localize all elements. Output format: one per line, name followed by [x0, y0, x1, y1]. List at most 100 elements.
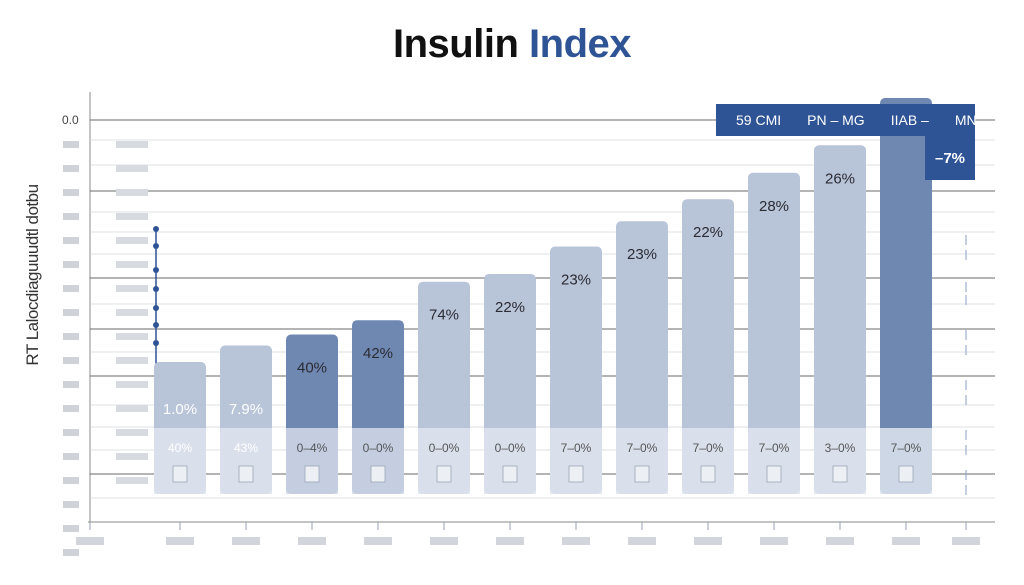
- bar-label: 1.0%: [163, 401, 197, 418]
- bar-secondary-label: 40%: [168, 441, 192, 455]
- bar-icon: [898, 465, 914, 483]
- x-tick-label: [430, 537, 458, 545]
- bar-secondary-label: 7–0%: [891, 441, 922, 455]
- bar-label: 26%: [825, 170, 855, 187]
- y-tick-mark: [63, 453, 79, 460]
- y-tick-mark: [63, 141, 79, 148]
- bar-secondary-label: 7–0%: [561, 441, 592, 455]
- bar-icon: [370, 465, 386, 483]
- bar-secondary-label: 3–0%: [825, 441, 856, 455]
- x-tick-label: [166, 537, 194, 545]
- bar-secondary-label: 0–0%: [429, 441, 460, 455]
- x-tick-label: [628, 537, 656, 545]
- bar-label: 40%: [297, 360, 327, 377]
- x-tick-label: [496, 537, 524, 545]
- left-scale-mark: [116, 405, 148, 412]
- y-tick-mark: [63, 285, 79, 292]
- bar: [814, 145, 866, 495]
- bar-icon: [832, 465, 848, 483]
- bar-lower-band: [880, 428, 932, 494]
- x-tick-label: [76, 537, 104, 545]
- y-tick-mark: [63, 261, 79, 268]
- bar-label: 42%: [363, 345, 393, 362]
- x-tick-label: [298, 537, 326, 545]
- y-tick-mark: [63, 333, 79, 340]
- bar-icon: [502, 465, 518, 483]
- bar-icon: [172, 465, 188, 483]
- left-scale-mark: [116, 453, 148, 460]
- bar: [748, 172, 800, 495]
- left-scale-mark: [116, 141, 148, 148]
- bar-secondary-label: 43%: [234, 441, 258, 455]
- bar-secondary-label: 7–0%: [693, 441, 724, 455]
- x-tick-label: [232, 537, 260, 545]
- legend-item-3: IIAB –: [890, 112, 929, 128]
- marker-dot: [153, 243, 159, 249]
- bar-lower-band: [154, 428, 206, 494]
- left-scale-mark: [116, 333, 148, 340]
- y-tick-mark: [63, 309, 79, 316]
- left-scale-mark: [116, 429, 148, 436]
- bar: [682, 199, 734, 494]
- bar-label: 28%: [759, 198, 789, 215]
- title-word-2: Index: [529, 22, 631, 66]
- bar: [880, 98, 932, 494]
- bar-label: 22%: [693, 224, 723, 241]
- bar-icon: [568, 465, 584, 483]
- left-scale-mark: [116, 213, 148, 220]
- bar-secondary-label: 0–4%: [297, 441, 328, 455]
- y-tick-mark: [63, 405, 79, 412]
- x-tick-label: [364, 537, 392, 545]
- bar-lower-band: [418, 428, 470, 494]
- left-scale-mark: [116, 165, 148, 172]
- left-scale-mark: [116, 285, 148, 292]
- x-tick-label: [694, 537, 722, 545]
- left-scale-mark: [116, 381, 148, 388]
- y-tick-mark: [63, 213, 79, 220]
- x-tick-label: [892, 537, 920, 545]
- bar-icon: [436, 465, 452, 483]
- x-tick-label: [826, 537, 854, 545]
- marker-dot: [153, 267, 159, 273]
- marker-dot: [153, 226, 159, 232]
- y-tick-mark: [63, 525, 79, 532]
- x-tick-label: [562, 537, 590, 545]
- x-tick-label: [760, 537, 788, 545]
- marker-dot: [153, 340, 159, 346]
- bar-lower-band: [286, 428, 338, 494]
- y-tick-mark: [63, 165, 79, 172]
- left-scale-mark: [116, 477, 148, 484]
- bar-icon: [238, 465, 254, 483]
- bar-secondary-label: 7–0%: [759, 441, 790, 455]
- marker-dot: [153, 286, 159, 292]
- bar-label: 22%: [495, 299, 525, 316]
- y-tick-mark: [63, 357, 79, 364]
- bar-icon: [634, 465, 650, 483]
- y-tick-mark: [63, 501, 79, 508]
- y-tick-mark: [63, 189, 79, 196]
- y-tick-label-top: 0.0: [62, 113, 79, 127]
- chart-title: Insulin Index: [0, 22, 1024, 67]
- bar-secondary-label: 7–0%: [627, 441, 658, 455]
- x-tick-label: [952, 537, 980, 545]
- bar-lower-band: [484, 428, 536, 494]
- left-scale-mark: [116, 309, 148, 316]
- bar-lower-band: [616, 428, 668, 494]
- corner-badge: –7%: [925, 136, 975, 180]
- bar-label: 7.9%: [229, 401, 263, 418]
- bar-lower-band: [352, 428, 404, 494]
- bar-icon: [700, 465, 716, 483]
- bar-label: 23%: [561, 272, 591, 289]
- bar-label: 23%: [627, 246, 657, 263]
- left-scale-mark: [116, 237, 148, 244]
- legend-item-4: MN: [954, 112, 977, 128]
- left-scale-mark: [116, 261, 148, 268]
- bar-icon: [304, 465, 320, 483]
- bar-lower-band: [220, 428, 272, 494]
- marker-dot: [153, 322, 159, 328]
- left-scale-mark: [116, 189, 148, 196]
- y-tick-mark: [63, 237, 79, 244]
- y-tick-mark: [63, 477, 79, 484]
- bar-label: 74%: [429, 307, 459, 324]
